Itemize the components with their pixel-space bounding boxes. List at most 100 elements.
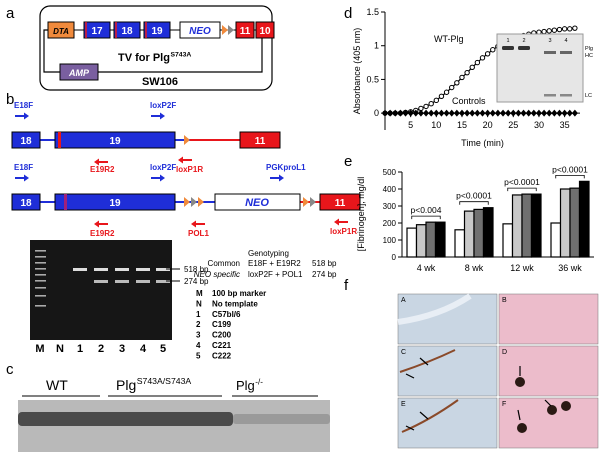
label: Plg [585, 46, 593, 52]
marker [382, 109, 388, 117]
label: M [196, 289, 203, 298]
inset-band [560, 94, 572, 97]
label: C200 [212, 331, 232, 340]
label: AMP [68, 68, 90, 78]
micrograph [498, 345, 599, 397]
marker [525, 109, 532, 117]
label: M [35, 343, 44, 355]
exon [54, 131, 176, 149]
label: Common [208, 259, 240, 268]
marker [561, 109, 568, 117]
marker [541, 109, 548, 117]
vector-box [39, 5, 273, 91]
marker [433, 109, 440, 117]
arrow-head [178, 156, 183, 164]
marker [387, 109, 394, 117]
marker [423, 109, 430, 117]
label: loxP2F + POL1 [248, 270, 303, 279]
superscript: S743A/S743A [137, 376, 192, 386]
marker [551, 109, 558, 117]
label: 4 [196, 341, 201, 350]
label: No template [212, 299, 258, 308]
annotation: p<0.004 [411, 205, 442, 215]
label: 274 bp [312, 270, 337, 279]
label: C222 [212, 351, 232, 360]
exon [113, 21, 141, 39]
x-tick-label: 25 [508, 120, 518, 130]
deposit [547, 405, 557, 415]
exon [255, 21, 275, 39]
bar [454, 229, 466, 258]
ladder-band [35, 250, 46, 252]
deposit [517, 423, 527, 433]
arrow-head [94, 220, 99, 228]
marker [515, 109, 522, 117]
marker [402, 109, 409, 117]
panel-label: f [344, 277, 349, 294]
x-tick-label: 30 [534, 120, 544, 130]
marker [417, 109, 424, 117]
label: 518 bp [312, 259, 337, 268]
panel-label: e [344, 153, 352, 170]
marker [572, 25, 578, 31]
stain [401, 399, 459, 433]
neo-box [179, 21, 221, 39]
pointer-arrow [419, 411, 429, 420]
marker [546, 28, 552, 34]
y-axis-label: [Fibrinogen], mg/dl [356, 177, 366, 252]
panel-label: d [344, 5, 352, 22]
label: loxP2F [150, 163, 176, 172]
amp-box [59, 63, 99, 81]
loxp-site [303, 197, 309, 207]
marker [505, 109, 512, 117]
label: E19R2 [90, 165, 115, 174]
label: LC [585, 93, 592, 99]
marker [407, 109, 414, 117]
label: SW106 [142, 76, 178, 88]
marker [510, 109, 517, 117]
exon [235, 21, 255, 39]
neo-box [214, 193, 301, 211]
gel-band [115, 280, 129, 283]
label: TV for Plg [118, 52, 170, 64]
panel-label: a [6, 5, 15, 22]
bar [473, 208, 485, 258]
label: N [56, 343, 64, 355]
label: 19 [109, 136, 121, 147]
dta-box [47, 21, 75, 39]
marker [567, 26, 573, 32]
marker [469, 109, 476, 117]
bar [550, 222, 562, 258]
gel-band [136, 268, 150, 271]
label: N [196, 299, 202, 308]
arrow-head [24, 174, 29, 182]
inset-gel [496, 33, 584, 103]
deposit [561, 401, 571, 411]
x-tick-label: 35 [560, 120, 570, 130]
label: 3 [119, 343, 125, 355]
blot-band [233, 414, 330, 424]
bar [482, 207, 494, 258]
ladder-band [35, 305, 46, 307]
loxp-site [310, 197, 316, 207]
label: C221 [212, 341, 232, 350]
marker [489, 109, 496, 117]
ladder-band [35, 274, 46, 276]
marker [571, 109, 578, 117]
marker [453, 109, 460, 117]
marker [469, 64, 475, 70]
exon [11, 131, 41, 149]
lane-label: 2 [522, 38, 525, 44]
y-axis-label: Absorbance (405 nm) [352, 28, 362, 115]
x-tick-label: 5 [408, 120, 413, 130]
x-axis-label: Time (min) [461, 138, 504, 148]
y-tick-label: 200 [383, 219, 397, 228]
exon [319, 193, 361, 211]
bar [434, 221, 446, 258]
exon [11, 193, 41, 211]
significance-bracket [411, 215, 441, 220]
bar [415, 224, 427, 258]
marker [412, 109, 419, 117]
bar [502, 223, 514, 258]
